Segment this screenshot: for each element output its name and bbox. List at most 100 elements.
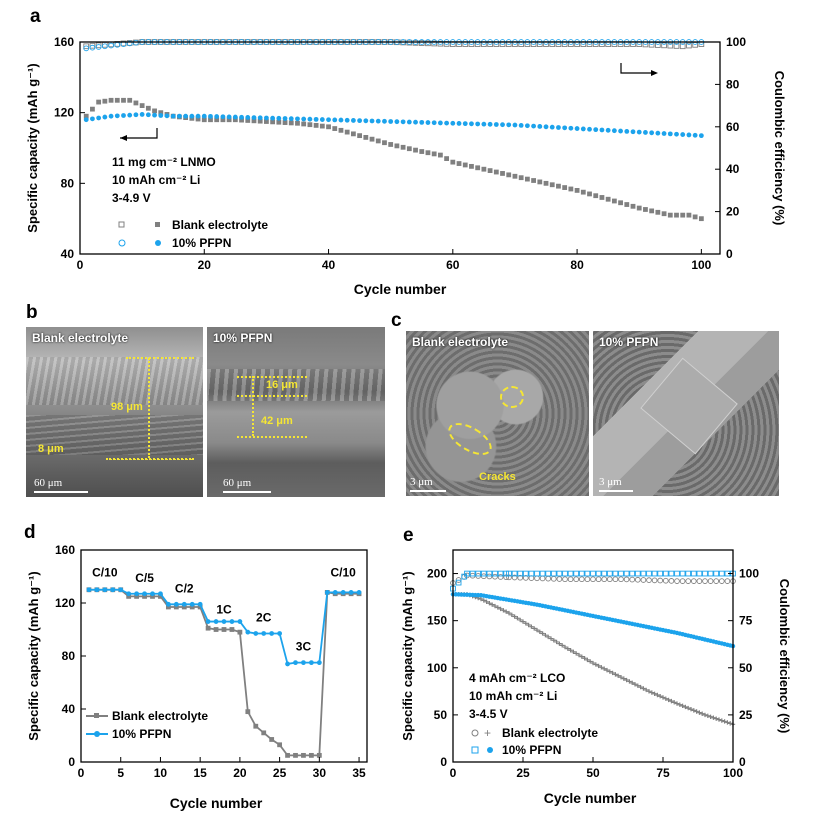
data-point <box>221 619 227 624</box>
data-point <box>214 114 220 119</box>
data-point <box>518 617 523 623</box>
chart-e-annotation-3: 3-4.5 V <box>469 707 508 721</box>
data-point <box>587 126 592 132</box>
data-point <box>332 126 338 131</box>
data-point <box>205 625 211 631</box>
y2-tick-label: 100 <box>739 567 759 581</box>
data-point <box>668 570 675 577</box>
x-tick-label: 15 <box>193 766 207 780</box>
data-point <box>363 135 369 140</box>
data-point <box>276 119 282 125</box>
rate-label: C/2 <box>175 581 194 595</box>
data-point <box>492 603 498 609</box>
data-point <box>545 575 552 582</box>
data-point <box>640 570 647 577</box>
data-point <box>588 659 593 664</box>
data-point <box>649 690 654 695</box>
y2-tick-label: 75 <box>739 614 753 628</box>
data-point <box>455 579 462 586</box>
data-point <box>96 115 102 121</box>
data-point <box>634 570 641 577</box>
data-point <box>606 570 613 577</box>
x-tick-label: 0 <box>77 258 84 272</box>
data-point <box>630 680 635 686</box>
data-point <box>264 115 269 121</box>
data-point <box>90 106 95 112</box>
data-point <box>237 629 243 635</box>
data-point <box>181 601 187 607</box>
data-point <box>531 123 536 129</box>
data-point <box>694 709 699 714</box>
data-point <box>567 576 574 583</box>
panel-letter-b: b <box>26 302 38 323</box>
data-point <box>127 112 133 118</box>
data-point <box>590 570 596 577</box>
data-point <box>285 752 290 758</box>
data-point <box>301 116 307 122</box>
left-arrowhead-icon <box>120 135 127 141</box>
data-point <box>134 593 140 599</box>
data-point <box>512 122 518 128</box>
chart-e-legend: + Blank electrolyte 10% PFPN <box>471 726 598 757</box>
data-point <box>708 714 713 719</box>
data-point <box>630 129 636 135</box>
data-point <box>492 573 498 580</box>
series-blank-electrolyte <box>83 97 704 222</box>
data-point <box>657 577 664 584</box>
data-point <box>593 193 599 199</box>
data-point <box>221 627 227 632</box>
data-point <box>475 165 481 171</box>
chart-d-axes: 0 5 10 15 20 25 30 35 0 40 80 120 160 <box>55 543 366 780</box>
data-point <box>556 125 561 130</box>
data-point <box>573 576 580 583</box>
data-point <box>269 631 275 636</box>
data-point <box>590 660 596 666</box>
legend-filled-circle-icon <box>487 747 493 753</box>
data-point <box>197 604 203 610</box>
data-point <box>537 124 543 129</box>
x-tick-label: 25 <box>273 766 287 780</box>
data-point <box>640 577 647 583</box>
data-point <box>145 112 151 118</box>
data-point <box>487 121 493 127</box>
data-point <box>630 203 636 209</box>
data-point <box>257 115 263 121</box>
sem-c-blank-scale: 3 μm <box>410 476 433 488</box>
data-point <box>596 663 601 669</box>
series-10-pfpn <box>86 587 362 667</box>
data-point <box>245 118 251 123</box>
data-point <box>562 185 568 190</box>
y-tick-label: 120 <box>55 596 75 610</box>
data-point <box>679 578 686 584</box>
data-point <box>534 570 540 577</box>
data-point <box>189 113 195 119</box>
data-point <box>543 180 549 186</box>
data-point <box>618 576 624 583</box>
y-tick-label: 200 <box>427 567 447 581</box>
data-point <box>666 697 671 703</box>
data-point <box>716 717 722 722</box>
data-point <box>114 97 120 103</box>
data-point <box>629 576 636 583</box>
data-point <box>621 676 626 681</box>
data-point <box>83 45 90 52</box>
data-point <box>584 570 591 577</box>
data-point <box>220 117 226 123</box>
data-point <box>108 42 114 49</box>
sem-b-pfpn-thin-label: 42 μm <box>261 415 293 427</box>
legend-pfpn-circle-icon <box>94 731 100 737</box>
sem-b-pfpn: 10% PFPN 16 μm 42 μm 60 μm <box>207 327 385 497</box>
data-point <box>540 631 545 636</box>
data-point <box>102 98 108 104</box>
data-point <box>655 130 661 136</box>
data-point <box>610 670 615 676</box>
data-point <box>618 570 624 577</box>
data-point <box>208 117 213 123</box>
data-point <box>301 121 307 127</box>
data-point <box>469 163 474 169</box>
data-point <box>501 608 506 613</box>
x-tick-label: 60 <box>446 258 460 272</box>
data-point <box>475 570 482 577</box>
data-point <box>486 570 493 577</box>
data-point <box>688 707 694 712</box>
